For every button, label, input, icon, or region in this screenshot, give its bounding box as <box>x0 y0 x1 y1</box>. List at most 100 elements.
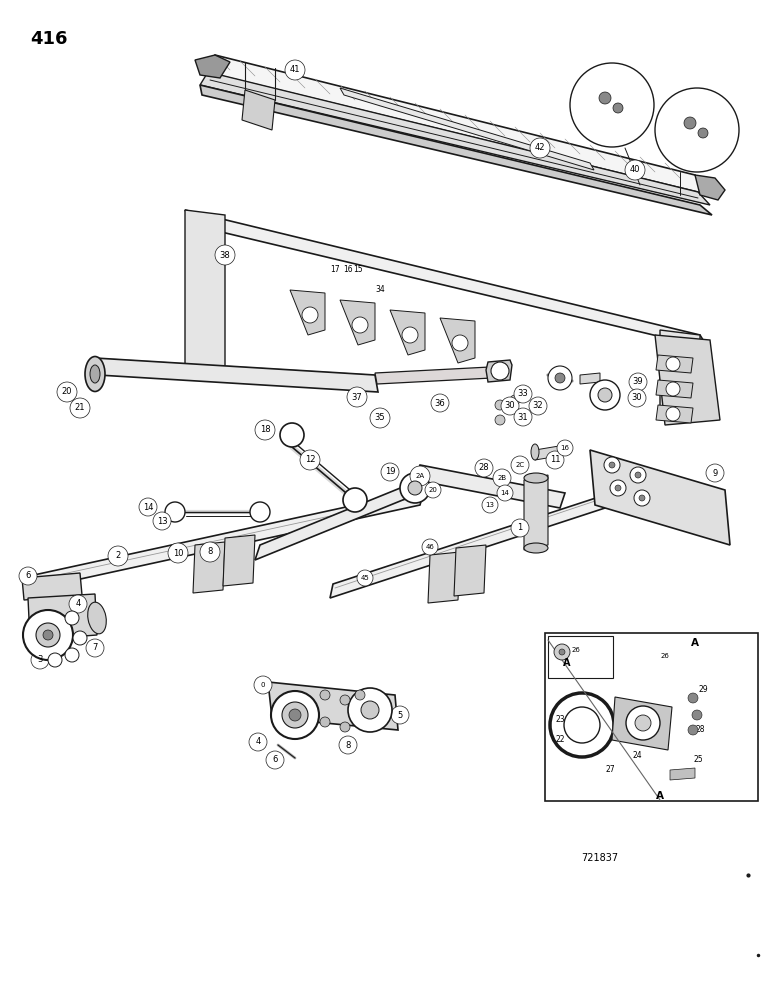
Polygon shape <box>200 85 712 215</box>
Polygon shape <box>656 380 693 398</box>
Text: 6: 6 <box>273 756 278 764</box>
Text: 2B: 2B <box>497 475 506 481</box>
Circle shape <box>529 397 547 415</box>
Polygon shape <box>695 175 725 200</box>
Text: 16: 16 <box>560 445 570 451</box>
Ellipse shape <box>531 444 539 460</box>
Circle shape <box>514 408 532 426</box>
Circle shape <box>48 653 62 667</box>
Circle shape <box>320 690 330 700</box>
Circle shape <box>355 690 365 700</box>
Circle shape <box>400 473 430 503</box>
Circle shape <box>381 463 399 481</box>
Circle shape <box>630 467 646 483</box>
Text: 5: 5 <box>398 710 403 720</box>
Circle shape <box>635 715 651 731</box>
Text: 0: 0 <box>261 682 266 688</box>
Circle shape <box>289 709 301 721</box>
Bar <box>548 636 613 678</box>
Text: 20: 20 <box>428 487 438 493</box>
Text: 31: 31 <box>518 412 528 422</box>
Text: 26: 26 <box>572 647 581 653</box>
Polygon shape <box>255 480 420 560</box>
Text: 721837: 721837 <box>581 853 618 863</box>
Text: 7: 7 <box>93 644 98 652</box>
Text: 30: 30 <box>631 393 642 402</box>
Circle shape <box>31 651 49 669</box>
Circle shape <box>684 117 696 129</box>
Circle shape <box>501 397 519 415</box>
Ellipse shape <box>524 473 548 483</box>
Text: 35: 35 <box>374 414 385 422</box>
Circle shape <box>36 623 60 647</box>
Circle shape <box>530 138 550 158</box>
Polygon shape <box>612 697 672 750</box>
Polygon shape <box>290 290 325 335</box>
Circle shape <box>70 398 90 418</box>
Text: 2A: 2A <box>415 473 425 479</box>
Circle shape <box>431 394 449 412</box>
Text: 28: 28 <box>696 726 705 734</box>
Polygon shape <box>340 300 375 345</box>
Text: 49: 49 <box>703 124 712 130</box>
Circle shape <box>598 388 612 402</box>
Ellipse shape <box>85 357 105 391</box>
Polygon shape <box>268 682 398 730</box>
Circle shape <box>340 695 350 705</box>
Circle shape <box>495 415 505 425</box>
Polygon shape <box>200 72 710 205</box>
Circle shape <box>559 649 565 655</box>
Text: 30: 30 <box>505 401 516 410</box>
Circle shape <box>285 60 305 80</box>
Ellipse shape <box>524 543 548 553</box>
Ellipse shape <box>88 602 107 634</box>
Polygon shape <box>660 330 700 420</box>
Circle shape <box>361 701 379 719</box>
Circle shape <box>557 440 573 456</box>
Text: 19: 19 <box>384 468 395 477</box>
Circle shape <box>625 160 645 180</box>
Text: 8: 8 <box>208 548 213 556</box>
Circle shape <box>271 691 319 739</box>
Circle shape <box>554 644 570 660</box>
Polygon shape <box>590 450 730 545</box>
Text: 16: 16 <box>344 265 353 274</box>
Circle shape <box>23 610 73 660</box>
Circle shape <box>495 400 505 410</box>
Circle shape <box>629 373 647 391</box>
Circle shape <box>491 362 509 380</box>
Circle shape <box>548 366 572 390</box>
Circle shape <box>639 495 645 501</box>
Circle shape <box>515 413 525 423</box>
Circle shape <box>692 710 702 720</box>
Circle shape <box>266 751 284 769</box>
Polygon shape <box>185 210 225 380</box>
Polygon shape <box>195 55 230 78</box>
Text: 6: 6 <box>25 572 31 580</box>
Polygon shape <box>205 55 710 195</box>
Text: 2: 2 <box>115 552 120 560</box>
Circle shape <box>65 648 79 662</box>
Text: 4: 4 <box>76 599 80 608</box>
Circle shape <box>511 456 529 474</box>
Text: 416: 416 <box>30 30 67 48</box>
Text: 33: 33 <box>517 389 528 398</box>
Polygon shape <box>415 465 565 508</box>
Ellipse shape <box>90 365 100 383</box>
Circle shape <box>347 387 367 407</box>
Circle shape <box>65 611 79 625</box>
Circle shape <box>599 92 611 104</box>
Text: 46: 46 <box>425 544 435 550</box>
Text: 2C: 2C <box>516 462 524 468</box>
Text: 43: 43 <box>618 93 626 99</box>
Text: 8: 8 <box>345 740 350 750</box>
Text: 14: 14 <box>500 490 510 496</box>
Circle shape <box>200 542 220 562</box>
Polygon shape <box>440 318 475 363</box>
Text: 24: 24 <box>632 750 642 760</box>
Circle shape <box>422 539 438 555</box>
Text: 50: 50 <box>692 142 702 148</box>
Circle shape <box>165 502 185 522</box>
Polygon shape <box>30 490 424 590</box>
Text: 13: 13 <box>157 516 168 526</box>
